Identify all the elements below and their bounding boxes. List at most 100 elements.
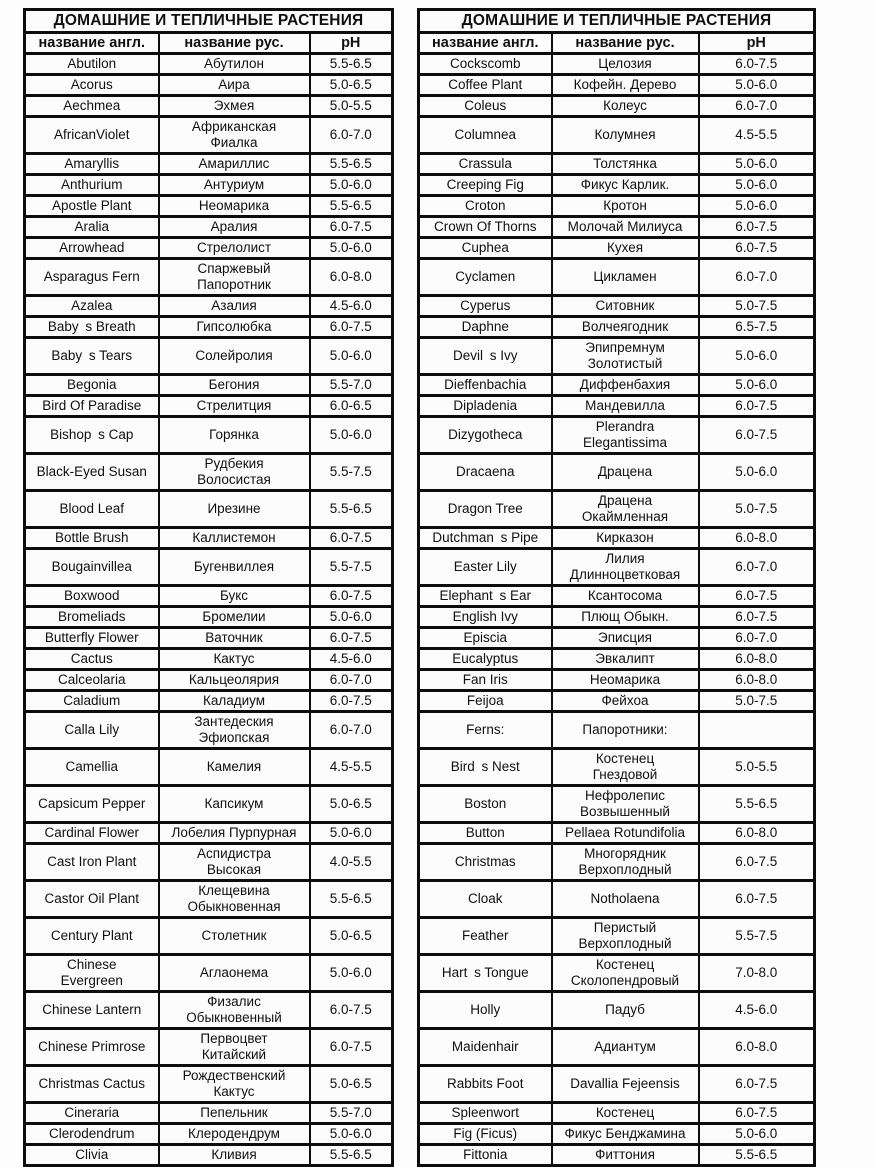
column-header-row: название англ. название рус. pH <box>417 31 816 55</box>
plant-name-en: Calla Lily <box>23 710 160 750</box>
column-header-name-en: название англ. <box>23 31 160 55</box>
plant-name-ru: Кирказон <box>550 526 700 550</box>
table-row: Bird Of Paradise Стрелитция 6.0-6.5 <box>23 394 394 418</box>
plant-name-en: Camellia <box>23 747 160 787</box>
table-row: Hart s Tongue Костенец Сколопендровый 7.0-… <box>417 953 816 993</box>
column-header-ph: pH <box>697 31 816 55</box>
ph-value: 5.5-7.5 <box>308 452 394 492</box>
ph-value: 4.5-6.0 <box>308 647 394 671</box>
plant-name-ru: Фикус Карлик. <box>550 173 700 197</box>
plant-name-ru: Перистый Верхоплодный <box>550 916 700 956</box>
column-header-ph: pH <box>308 31 394 55</box>
ph-value: 4.5-5.5 <box>697 115 816 155</box>
table-title: ДОМАШНИЕ И ТЕПЛИЧНЫЕ РАСТЕНИЯ <box>23 8 394 34</box>
plant-name-ru: Фикус Бенджамина <box>550 1122 700 1146</box>
table-row: Chinese Evergreen Аглаонема 5.0-6.0 <box>23 953 394 993</box>
ph-value: 5.5-7.0 <box>308 373 394 397</box>
ph-value: 5.0-5.5 <box>697 747 816 787</box>
ph-value: 5.0-6.0 <box>308 953 394 993</box>
table-title-row: ДОМАШНИЕ И ТЕПЛИЧНЫЕ РАСТЕНИЯ <box>417 8 816 34</box>
table-row: Acorus Аира 5.0-6.5 <box>23 73 394 97</box>
ph-value: 6.0-7.0 <box>697 257 816 297</box>
table-row: Chinese Primrose Первоцвет Китайский 6.0-7… <box>23 1027 394 1067</box>
plant-name-en: Dracaena <box>417 452 553 492</box>
ph-value: 6.0-7.0 <box>697 94 816 118</box>
plant-name-ru: Фиттония <box>550 1143 700 1167</box>
plant-name-ru: Драцена <box>550 452 700 492</box>
ph-value: 4.5-5.5 <box>308 747 394 787</box>
table-row: Boxwood Букс 6.0-7.5 <box>23 584 394 608</box>
ph-value: 6.0-7.5 <box>697 879 816 919</box>
ph-value: 6.0-7.5 <box>308 215 394 239</box>
plant-name-ru: Кофейн. Дерево <box>550 73 700 97</box>
plant-name-ru: Клещевина Обыкновенная <box>157 879 311 919</box>
table-row: Bottle Brush Каллистемон 6.0-7.5 <box>23 526 394 550</box>
plant-name-ru: Кальцеолярия <box>157 668 311 692</box>
plant-name-ru: Букс <box>157 584 311 608</box>
plant-name-ru: Бегония <box>157 373 311 397</box>
ph-value: 6.0-8.0 <box>308 257 394 297</box>
plant-name-en: Amaryllis <box>23 152 160 176</box>
plant-name-en: Bottle Brush <box>23 526 160 550</box>
ph-value: 6.0-7.5 <box>697 52 816 76</box>
table-row: Cockscomb Целозия 6.0-7.5 <box>417 52 816 76</box>
table-row: Fittonia Фиттония 5.5-6.5 <box>417 1143 816 1167</box>
plant-name-ru: Ксантосома <box>550 584 700 608</box>
ph-value: 5.5-6.5 <box>308 52 394 76</box>
ph-value: 5.5-6.5 <box>308 489 394 529</box>
plant-name-en: Dieffenbachia <box>417 373 553 397</box>
table-row: Apostle Plant Неомарика 5.5-6.5 <box>23 194 394 218</box>
plant-name-ru: Антуриум <box>157 173 311 197</box>
table-row: Cloak Notholaena 6.0-7.5 <box>417 879 816 919</box>
plant-name-ru: Аспидистра Высокая <box>157 842 311 882</box>
ph-value: 6.0-7.5 <box>697 842 816 882</box>
plant-name-en: Devil s Ivy <box>417 336 553 376</box>
table-row: Crown Of Thorns Молочай Милиуса 6.0-7.5 <box>417 215 816 239</box>
plant-name-en: Rabbits Foot <box>417 1064 553 1104</box>
plant-name-ru: Горянка <box>157 415 311 455</box>
plant-name-ru: Ирезине <box>157 489 311 529</box>
ph-value: 6.0-7.0 <box>308 115 394 155</box>
ph-value: 6.0-7.5 <box>308 1027 394 1067</box>
plant-name-ru: Спаржевый Папоротник <box>157 257 311 297</box>
plant-name-en: Cloak <box>417 879 553 919</box>
table-row: Clerodendrum Клеродендрум 5.0-6.0 <box>23 1122 394 1146</box>
plant-name-ru: Папоротники: <box>550 710 700 750</box>
plant-name-ru: Аглаонема <box>157 953 311 993</box>
plant-name-en: Coleus <box>417 94 553 118</box>
plant-name-ru: Падуб <box>550 990 700 1030</box>
plant-name-en: English Ivy <box>417 605 553 629</box>
plant-name-ru: Эвкалипт <box>550 647 700 671</box>
plant-name-en: Holly <box>417 990 553 1030</box>
plant-name-en: Dutchman s Pipe <box>417 526 553 550</box>
ph-value: 5.0-7.5 <box>697 294 816 318</box>
table-row: Calla Lily Зантедеския Эфиопская 6.0-7.0 <box>23 710 394 750</box>
plant-name-ru: Plerandra Elegantissima <box>550 415 700 455</box>
ph-value: 5.0-6.0 <box>308 236 394 260</box>
table-row: Clivia Кливия 5.5-6.5 <box>23 1143 394 1167</box>
plant-name-en: Christmas Cactus <box>23 1064 160 1104</box>
table-row: Button Pellaea Rotundifolia 6.0-8.0 <box>417 821 816 845</box>
table-row: Dipladenia Мандевилла 6.0-7.5 <box>417 394 816 418</box>
plants-table-left: ДОМАШНИЕ И ТЕПЛИЧНЫЕ РАСТЕНИЯ название а… <box>23 8 395 1167</box>
plant-name-en: Caladium <box>23 689 160 713</box>
table-row: Spleenwort Костенец 6.0-7.5 <box>417 1101 816 1125</box>
table-row: Boston Нефролепис Возвышенный 5.5-6.5 <box>417 784 816 824</box>
table-row: Asparagus Fern Спаржевый Папоротник 6.0-8.… <box>23 257 394 297</box>
table-row: Devil s Ivy Эпипремнум Золотистый 5.0-6.0 <box>417 336 816 376</box>
ph-value: 6.0-7.5 <box>308 626 394 650</box>
plant-name-en: Aechmea <box>23 94 160 118</box>
plant-name-ru: Каллистемон <box>157 526 311 550</box>
ph-value: 6.0-7.5 <box>697 605 816 629</box>
ph-value: 6.0-7.5 <box>697 1064 816 1104</box>
table-row: Easter Lily Лилия Длинноцветковая 6.0-7.0 <box>417 547 816 587</box>
plant-name-en: Croton <box>417 194 553 218</box>
plant-name-en: Blood Leaf <box>23 489 160 529</box>
table-row: Christmas Cactus Рождественский Кактус 5.0… <box>23 1064 394 1104</box>
ph-value: 5.0-6.5 <box>308 1064 394 1104</box>
ph-value: 5.0-5.5 <box>308 94 394 118</box>
table-row: Arrowhead Стрелолист 5.0-6.0 <box>23 236 394 260</box>
plant-name-ru: Лилия Длинноцветковая <box>550 547 700 587</box>
plant-name-ru: Бугенвиллея <box>157 547 311 587</box>
plant-name-en: Hart s Tongue <box>417 953 553 993</box>
